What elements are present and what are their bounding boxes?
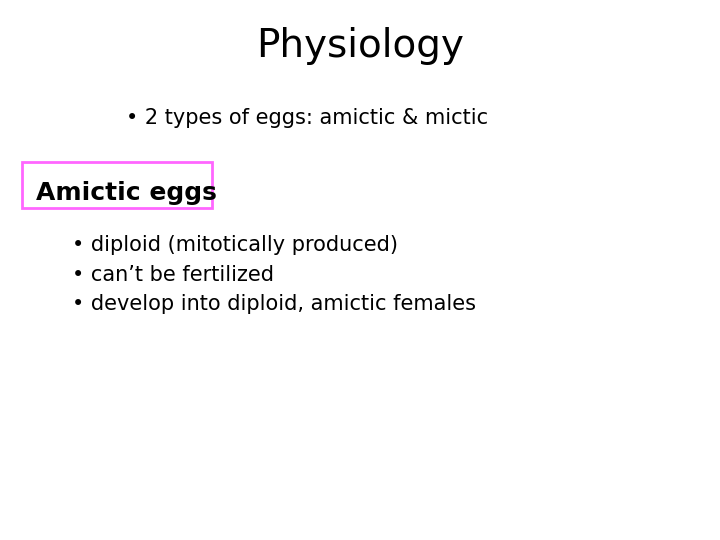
Text: Amictic eggs: Amictic eggs [36, 181, 217, 205]
Text: • diploid (mitotically produced): • diploid (mitotically produced) [72, 235, 398, 255]
Text: Physiology: Physiology [256, 27, 464, 65]
Text: • develop into diploid, amictic females: • develop into diploid, amictic females [72, 294, 476, 314]
Text: • can’t be fertilized: • can’t be fertilized [72, 265, 274, 285]
Text: • 2 types of eggs: amictic & mictic: • 2 types of eggs: amictic & mictic [126, 108, 488, 128]
